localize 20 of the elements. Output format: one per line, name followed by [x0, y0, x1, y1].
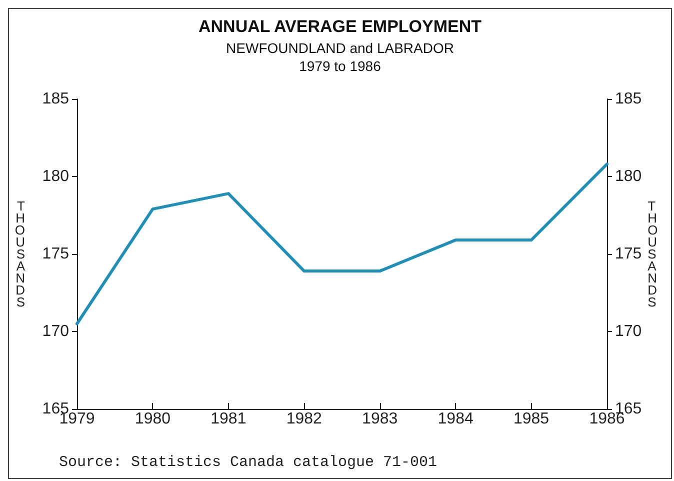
chart-title: ANNUAL AVERAGE EMPLOYMENT: [198, 17, 482, 36]
text: THOUSANDS: [14, 198, 25, 310]
x-tick-label: 1985: [513, 410, 550, 428]
y-tick-label: 185: [42, 90, 70, 108]
y-tick-label: 175: [42, 246, 70, 262]
y-tick-label: 170: [42, 323, 70, 340]
y2-tick-label: 170: [615, 323, 642, 340]
source-note: Source: Statistics Canada catalogue 71-001: [59, 454, 438, 471]
x-tick-label: 1983: [362, 410, 398, 428]
x-tick-label: 1980: [134, 410, 171, 428]
text: THOUSANDS: [648, 198, 658, 310]
line-series: [76, 162, 608, 326]
x-tick-label: 1982: [286, 410, 322, 428]
y-tick-label: 180: [42, 168, 70, 185]
x-tick-label: 1984: [438, 410, 474, 428]
y2-tick-label: 175: [615, 246, 642, 262]
y2-tick-label: 180: [615, 168, 642, 185]
chart-subtitle: NEWFOUNDLAND and LABRADOR 1979 to 1986: [226, 40, 454, 74]
x-tick-label: 1981: [210, 410, 246, 428]
y2-tick-label: 185: [615, 90, 642, 108]
